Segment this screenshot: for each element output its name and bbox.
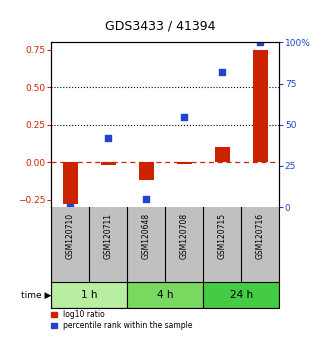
Point bbox=[220, 69, 225, 75]
Text: GSM120716: GSM120716 bbox=[256, 213, 265, 259]
Point bbox=[144, 196, 149, 202]
Text: GSM120648: GSM120648 bbox=[142, 213, 151, 259]
Bar bbox=[139, 162, 154, 180]
Bar bbox=[101, 162, 116, 165]
Text: 24 h: 24 h bbox=[230, 290, 253, 300]
Text: GSM120708: GSM120708 bbox=[180, 213, 189, 259]
Point bbox=[182, 114, 187, 119]
Point bbox=[106, 135, 111, 141]
Bar bbox=[203, 282, 279, 308]
Text: 1 h: 1 h bbox=[81, 290, 98, 300]
Point bbox=[68, 204, 73, 210]
Text: GDS3433 / 41394: GDS3433 / 41394 bbox=[105, 19, 216, 33]
Text: GSM120711: GSM120711 bbox=[104, 213, 113, 259]
Text: GSM120715: GSM120715 bbox=[218, 213, 227, 259]
Bar bbox=[253, 50, 268, 162]
Bar bbox=[63, 162, 78, 204]
Text: GSM120710: GSM120710 bbox=[66, 213, 75, 259]
Legend: log10 ratio, percentile rank within the sample: log10 ratio, percentile rank within the … bbox=[51, 310, 192, 330]
Bar bbox=[51, 282, 127, 308]
Bar bbox=[127, 282, 203, 308]
Text: 4 h: 4 h bbox=[157, 290, 174, 300]
Bar bbox=[177, 162, 192, 164]
Point bbox=[258, 40, 263, 45]
Bar bbox=[215, 147, 230, 162]
Text: time ▶: time ▶ bbox=[21, 291, 51, 300]
